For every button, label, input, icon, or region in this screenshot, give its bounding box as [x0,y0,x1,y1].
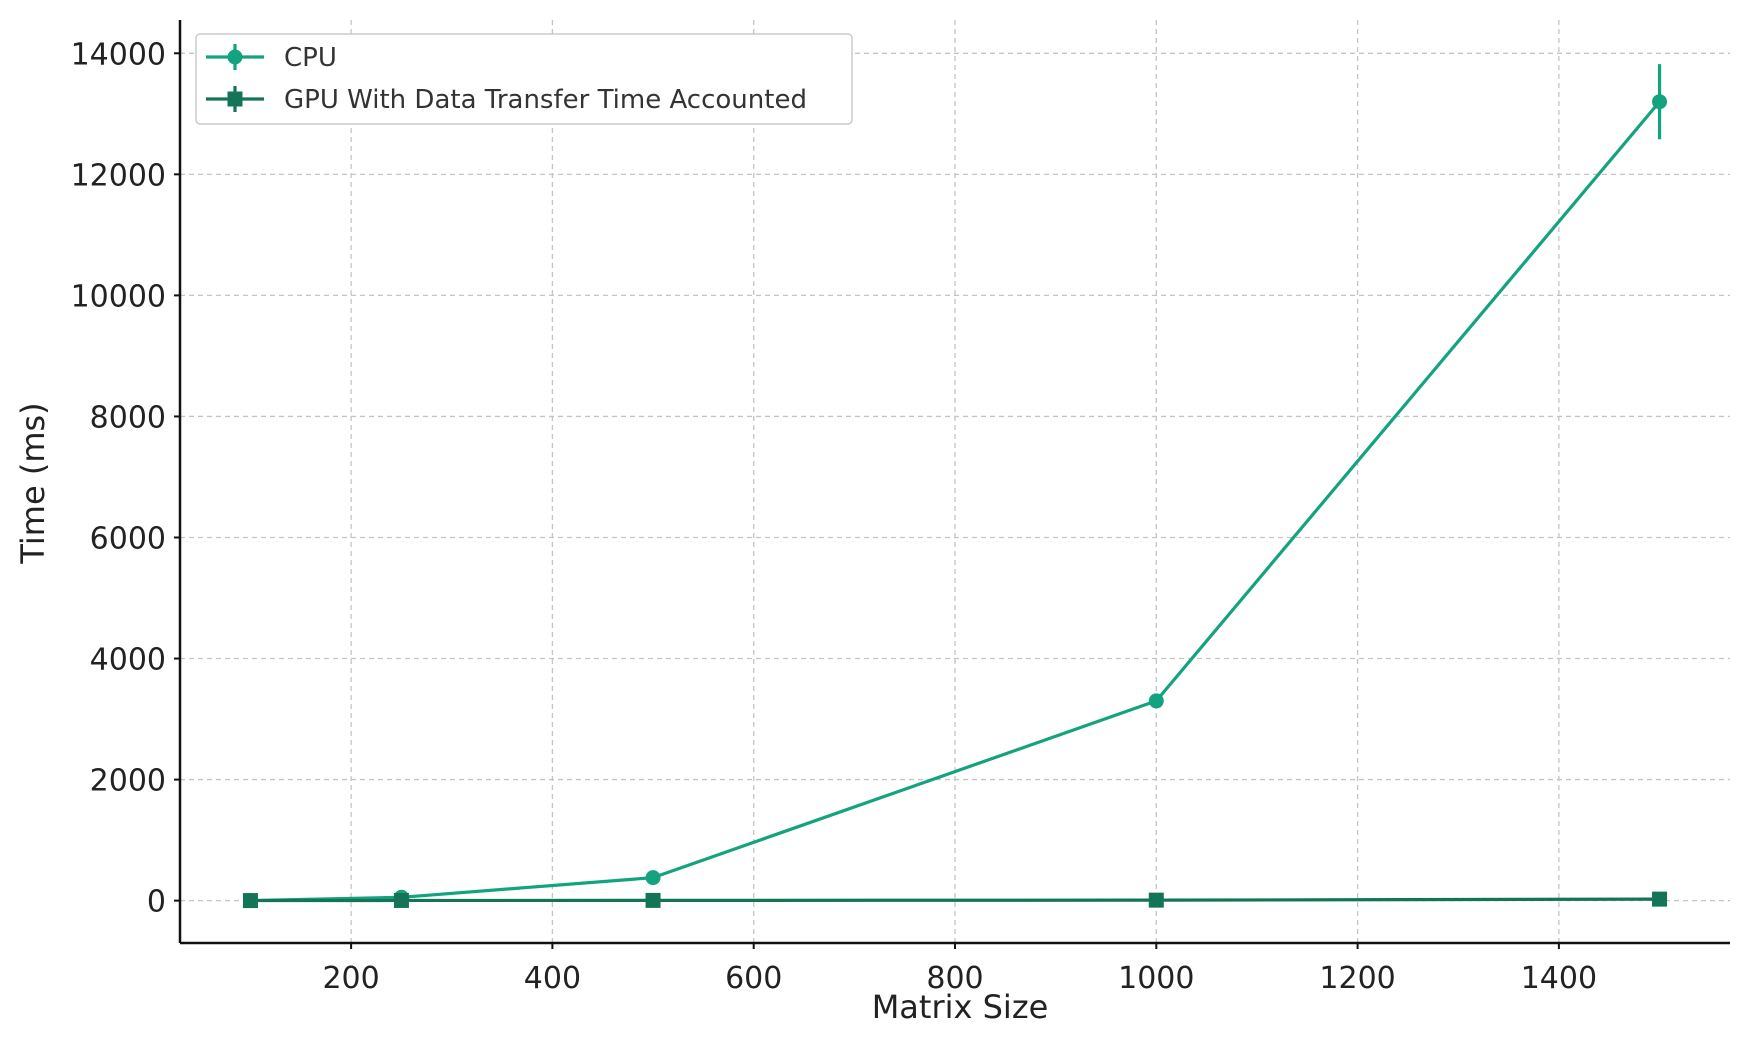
x-tick-label: 1200 [1319,961,1395,996]
x-tick-label: 600 [725,961,782,996]
x-tick-label: 1400 [1521,961,1597,996]
series-1 [242,891,1668,909]
x-axis-label: Matrix Size [872,988,1049,1026]
series-line [250,897,1660,903]
data-point [1652,94,1668,110]
data-point [242,893,258,909]
series-0 [242,64,1668,909]
series [242,64,1668,909]
y-tick-label: 8000 [90,400,166,435]
x-tick-label: 200 [322,961,379,996]
y-tick-label: 2000 [90,764,166,799]
legend-marker [227,91,243,107]
data-point [393,892,409,908]
data-point [1148,693,1164,709]
legend-box [195,33,853,125]
y-tick-label: 10000 [71,279,166,314]
y-tick-label: 14000 [71,37,166,72]
y-ticks: 0 2000 4000 6000 8000 10000 12000 14000 [71,37,180,920]
legend-entry-cpu [206,44,264,70]
data-point [645,870,661,886]
y-tick-label: 12000 [71,158,166,193]
legend: CPU GPU With Data Transfer Time Accounte… [195,33,853,125]
y-tick-label: 4000 [90,643,166,678]
y-axis-label: Time (ms) [14,402,52,564]
legend-label-gpu: GPU With Data Transfer Time Accounted [284,85,807,115]
legend-marker [227,49,243,65]
x-ticks: 200 400 600 800 1000 1200 1400 [322,943,1597,996]
data-point [1652,891,1668,907]
grid [180,20,1730,943]
x-tick-label: 1000 [1118,961,1194,996]
y-tick-label: 0 [147,885,166,920]
legend-entry-gpu [206,86,264,112]
data-point [645,892,661,908]
x-tick-label: 800 [926,961,983,996]
y-tick-label: 6000 [90,521,166,556]
x-tick-label: 400 [524,961,581,996]
legend-label-cpu: CPU [284,43,337,73]
data-point [1148,892,1164,908]
